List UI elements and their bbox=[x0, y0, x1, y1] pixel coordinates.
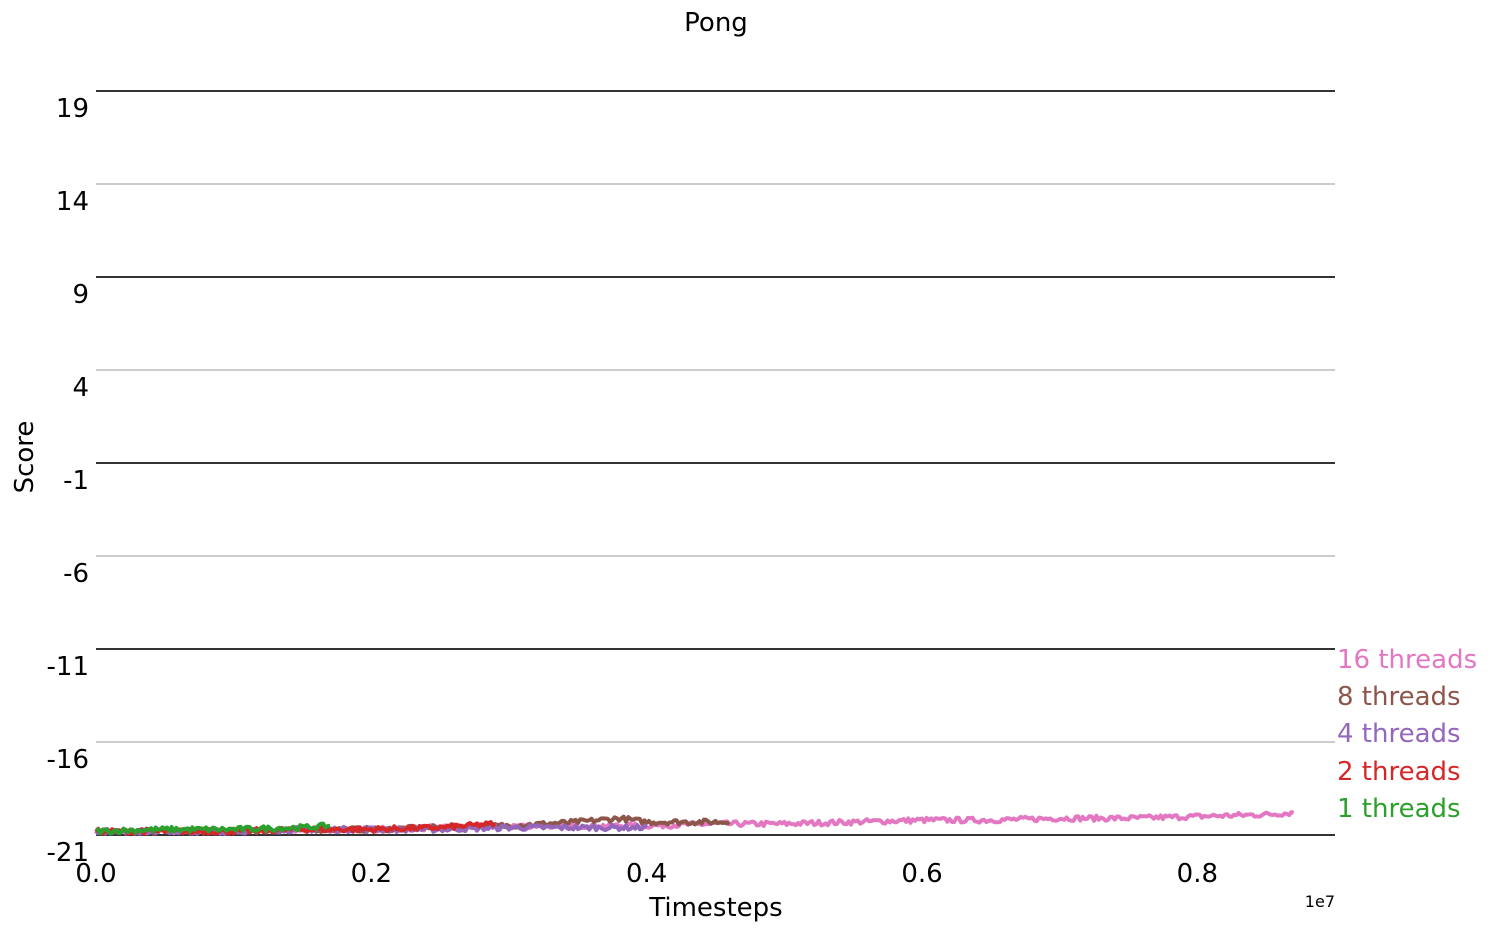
legend-label: 4 threads bbox=[1337, 719, 1461, 749]
y-tick-label: 9 bbox=[72, 280, 89, 310]
legend-label: 8 threads bbox=[1337, 682, 1461, 712]
x-tick-label: 0.0 bbox=[75, 859, 116, 889]
x-axis-label: Timesteps bbox=[648, 893, 782, 923]
series-line-1-threads bbox=[95, 821, 331, 836]
legend: 16 threads 8 threads 4 threads 2 threads 1 t… bbox=[1337, 645, 1477, 824]
grid-layer bbox=[96, 90, 1335, 836]
y-tick-label: -11 bbox=[47, 652, 89, 682]
chart-title: Pong bbox=[684, 8, 748, 38]
x-tick-label: 0.6 bbox=[901, 859, 942, 889]
y-tick-label: -21 bbox=[47, 838, 89, 868]
x-tick-label: 0.8 bbox=[1177, 859, 1218, 889]
y-tick-label: 14 bbox=[56, 187, 89, 217]
x-tick-label: 0.4 bbox=[626, 859, 667, 889]
y-tick-label: 19 bbox=[56, 94, 89, 124]
x-tick-label: 0.2 bbox=[351, 859, 392, 889]
legend-label: 2 threads bbox=[1337, 757, 1461, 787]
x-axis-offset-label: 1e7 bbox=[1305, 892, 1335, 911]
series-layer bbox=[94, 810, 1295, 836]
y-tick-label: 4 bbox=[72, 373, 89, 403]
legend-label: 16 threads bbox=[1337, 645, 1477, 675]
y-tick-label: -6 bbox=[63, 559, 89, 589]
y-tick-label: -16 bbox=[47, 745, 89, 775]
y-tick-label: -1 bbox=[63, 466, 89, 496]
legend-label: 1 threads bbox=[1337, 794, 1461, 824]
y-tick-labels: 19 14 9 4 -1 -6 -11 -16 -21 bbox=[47, 94, 89, 868]
y-axis-label: Score bbox=[10, 421, 40, 494]
x-tick-labels: 0.0 0.2 0.4 0.6 0.8 bbox=[75, 859, 1218, 889]
